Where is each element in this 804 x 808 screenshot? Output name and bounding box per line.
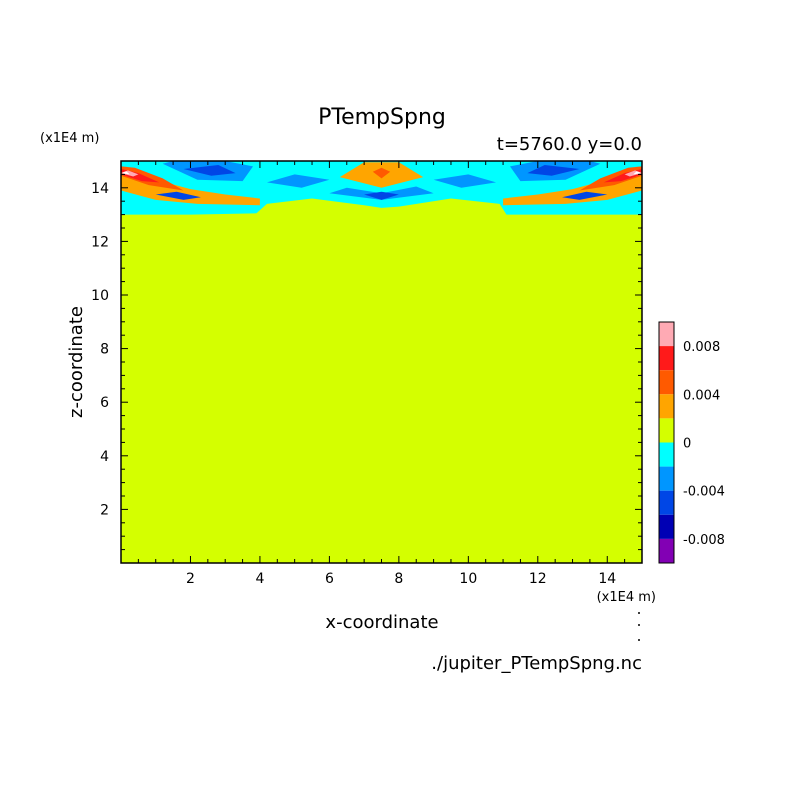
x-axis-label: x-coordinate [325, 612, 438, 633]
contour-region [155, 191, 201, 200]
y-tick-label: 10 [91, 288, 109, 304]
colorbar-swatch [659, 346, 674, 371]
plot-area: 2 4 6 8 10 12 14 2 4 6 8 10 12 14 [91, 160, 643, 587]
y-tick-label: 14 [91, 181, 109, 197]
contour-region [562, 191, 608, 200]
contour-region [579, 166, 642, 191]
colorbar: 0.008 0.004 0 -0.004 -0.008 [658, 321, 725, 564]
y-tick-label: 6 [100, 395, 109, 411]
colorbar-swatch [659, 514, 674, 539]
contour-region [527, 165, 580, 176]
x-tick-label: 8 [394, 571, 403, 587]
marker-dot [638, 639, 640, 641]
axis-ticks: 2 4 6 8 10 12 14 2 4 6 8 10 12 14 [91, 160, 643, 587]
source-file-label: ./jupiter_PTempSpng.nc [431, 653, 642, 674]
x-tick-label: 14 [598, 571, 616, 587]
colorbar-swatch [659, 466, 674, 491]
colorbar-swatch [659, 394, 674, 419]
colorbar-frame [658, 321, 675, 564]
colorbar-swatch [659, 370, 674, 395]
colorbar-tick-label: 0.004 [683, 388, 720, 403]
chart-subtitle: t=5760.0 y=0.0 [497, 134, 642, 155]
colorbar-swatch [659, 490, 674, 515]
colorbar-swatch [659, 418, 674, 443]
y-tick-label: 8 [100, 342, 109, 358]
contour-region [372, 167, 391, 179]
x-tick-label: 10 [459, 571, 477, 587]
x-tick-label: 6 [325, 571, 334, 587]
plot-background [121, 161, 642, 563]
marker-dot [638, 612, 640, 614]
colorbar-tick-label: -0.004 [683, 485, 725, 500]
colorbar-tick-label: 0.008 [683, 340, 720, 355]
contour-region [121, 166, 184, 191]
marker-dot [638, 624, 640, 626]
x-unit-label: (x1E4 m) [597, 590, 656, 605]
contour-region [633, 171, 642, 175]
y-unit-label: (x1E4 m) [40, 131, 99, 146]
contour-region [183, 165, 236, 176]
colorbar-swatch [659, 322, 674, 347]
contour-region [121, 171, 130, 175]
y-tick-label: 2 [100, 502, 109, 518]
x-tick-label: 4 [255, 571, 264, 587]
x-tick-label: 12 [529, 571, 547, 587]
contour-region [266, 174, 330, 188]
x-tick-label: 2 [186, 571, 195, 587]
colorbar-tick-label: -0.008 [683, 533, 725, 548]
contour-region [364, 191, 399, 200]
colorbar-swatch [659, 442, 674, 467]
y-tick-label: 4 [100, 449, 109, 465]
contour-region [433, 174, 497, 188]
y-tick-label: 12 [91, 234, 109, 250]
contour-regions [121, 161, 642, 215]
chart-title: PTempSpng [318, 105, 446, 130]
colorbar-swatch [659, 538, 674, 563]
colorbar-tick-label: 0 [683, 437, 691, 452]
y-axis-label: z-coordinate [66, 306, 87, 418]
